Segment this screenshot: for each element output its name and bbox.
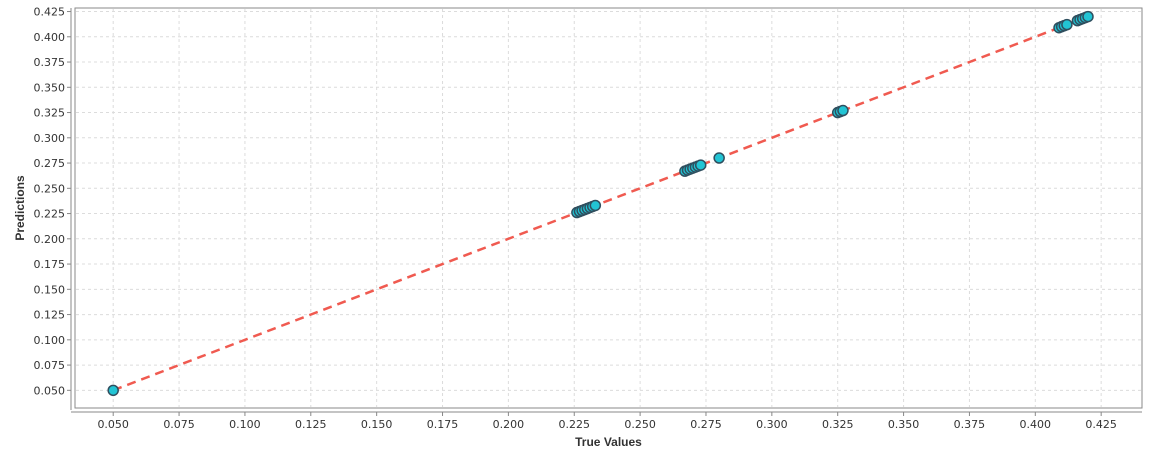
x-tick-label: 0.125	[295, 418, 327, 431]
scatter-point	[1061, 18, 1073, 31]
x-tick-label: 0.150	[361, 418, 393, 431]
y-tick-label: 0.075	[34, 359, 66, 372]
x-tick-label: 0.350	[888, 418, 920, 431]
plot-area-frame	[74, 7, 1143, 409]
y-tick-label: 0.250	[34, 182, 66, 195]
y-tick-label: 0.275	[34, 157, 66, 170]
reference-line-layer	[112, 15, 1089, 392]
x-tick-label: 0.400	[1020, 418, 1052, 431]
x-tick-label: 0.075	[163, 418, 195, 431]
scatter-point	[107, 384, 119, 397]
x-tick-label: 0.175	[427, 418, 459, 431]
y-tick-label: 0.375	[34, 56, 66, 69]
y-axis-title: Predictions	[13, 175, 27, 241]
x-tick-label: 0.050	[97, 418, 129, 431]
scatter-point	[837, 104, 849, 117]
y-tick-label: 0.050	[34, 384, 66, 397]
x-tick-label: 0.375	[954, 418, 986, 431]
points-layer	[107, 10, 1094, 397]
y-tick-label: 0.175	[34, 258, 66, 271]
y-tick-label: 0.400	[34, 31, 66, 44]
x-tick-label: 0.200	[493, 418, 525, 431]
y-tick-label: 0.200	[34, 233, 66, 246]
y-tick-label: 0.150	[34, 283, 66, 296]
y-tick-label: 0.300	[34, 132, 66, 145]
x-tick-label: 0.225	[559, 418, 591, 431]
x-tick-label: 0.250	[624, 418, 656, 431]
y-tick-label: 0.350	[34, 81, 66, 94]
x-tick-label: 0.100	[229, 418, 261, 431]
y-tick-label: 0.100	[34, 334, 66, 347]
x-tick-label: 0.325	[822, 418, 854, 431]
y-tick-label: 0.325	[34, 107, 66, 120]
scatter-point	[713, 152, 725, 164]
y-tick-label: 0.225	[34, 208, 66, 221]
reference-line	[112, 15, 1089, 392]
grid	[76, 9, 1141, 407]
x-axis-title: True Values	[575, 435, 642, 449]
x-tick-label: 0.275	[690, 418, 722, 431]
y-tick-label: 0.125	[34, 309, 66, 322]
scatter-point	[694, 159, 707, 171]
y-tick-label: 0.425	[34, 6, 66, 19]
x-tick-label: 0.425	[1085, 418, 1117, 431]
x-tick-label: 0.300	[756, 418, 788, 431]
scatter-point	[1082, 10, 1094, 23]
axes: 0.050 0.075 0.100 0.125 0.150 0.175 0.200 0.225…	[34, 6, 1142, 431]
scatter-point	[589, 199, 602, 212]
